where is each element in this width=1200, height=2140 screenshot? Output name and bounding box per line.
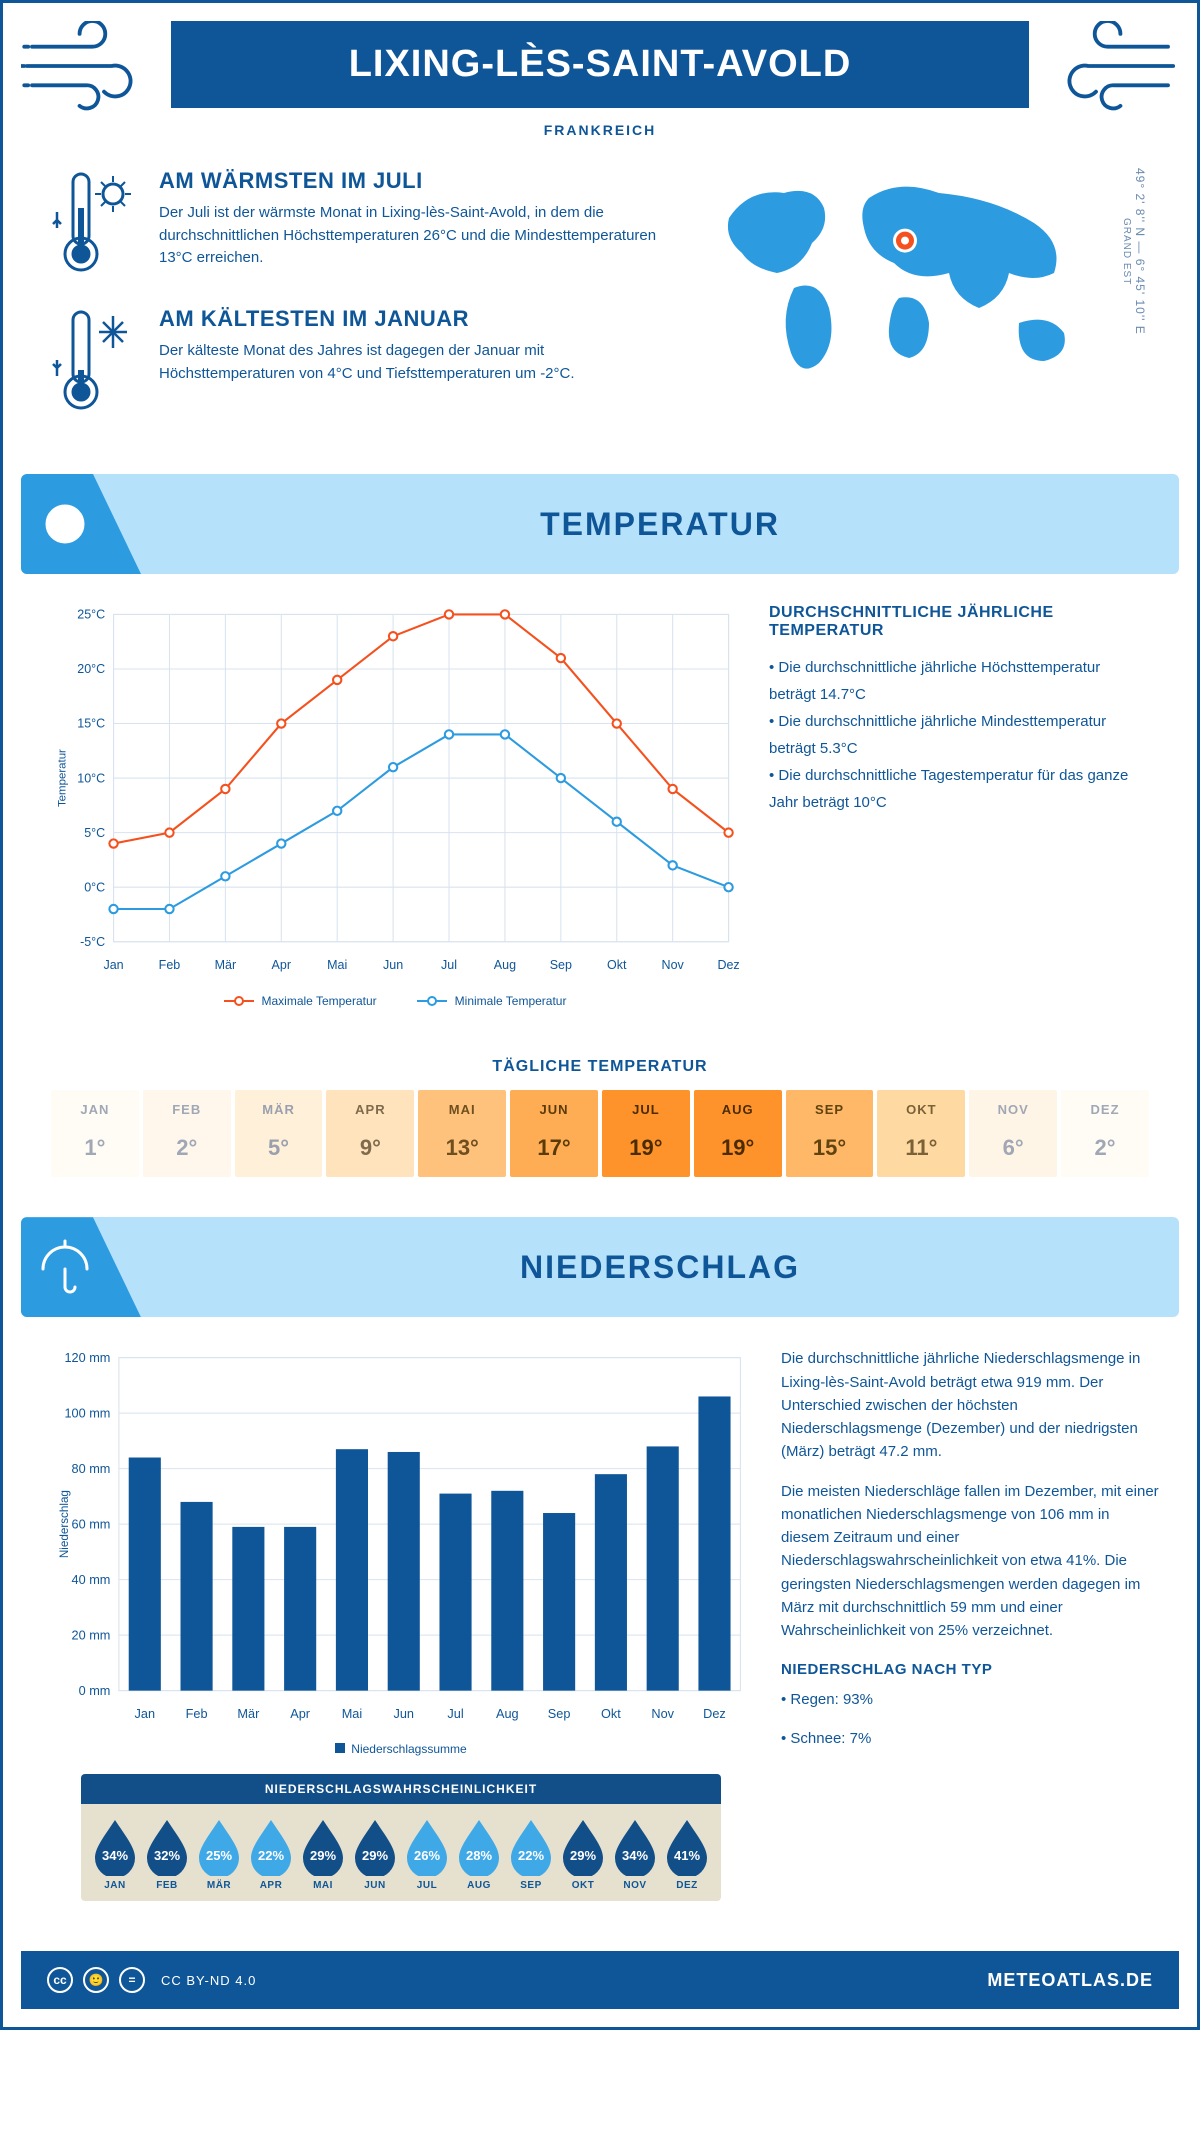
precip-probability-cell: 25% MÄR	[195, 1818, 243, 1891]
svg-text:Jun: Jun	[383, 958, 403, 972]
umbrella-icon	[21, 1217, 141, 1317]
daily-temp-cell: SEP15°	[786, 1090, 874, 1177]
svg-text:Apr: Apr	[290, 1706, 311, 1721]
warmest-heading: AM WÄRMSTEN IM JULI	[159, 168, 679, 194]
precip-probability-cell: 41% DEZ	[663, 1818, 711, 1891]
precip-probability-cell: 26% JUL	[403, 1818, 451, 1891]
daily-temp-cell: AUG19°	[694, 1090, 782, 1177]
precip-probability-cell: 34% NOV	[611, 1818, 659, 1891]
precipitation-section-heading: NIEDERSCHLAG	[21, 1217, 1179, 1317]
svg-text:Jan: Jan	[103, 958, 123, 972]
warmest-text: Der Juli ist der wärmste Monat in Lixing…	[159, 202, 679, 270]
thermometer-sun-icon	[51, 168, 141, 278]
daily-temp-heading: TÄGLICHE TEMPERATUR	[21, 1058, 1179, 1076]
nd-icon: =	[119, 1967, 145, 1993]
svg-text:Mär: Mär	[215, 958, 237, 972]
coordinates: 49° 2' 8'' N — 6° 45' 10'' EGRAND EST	[1119, 168, 1147, 335]
svg-text:Niederschlag: Niederschlag	[58, 1490, 71, 1558]
svg-text:Apr: Apr	[272, 958, 291, 972]
svg-text:Mär: Mär	[237, 1706, 260, 1721]
daily-temp-cell: OKT11°	[877, 1090, 965, 1177]
daily-temp-strip: JAN1°FEB2°MÄR5°APR9°MAI13°JUN17°JUL19°AU…	[21, 1090, 1179, 1217]
sun-icon	[21, 474, 141, 574]
precip-probability-box: NIEDERSCHLAGSWAHRSCHEINLICHKEIT 34% JAN …	[81, 1774, 721, 1901]
license-text: CC BY-ND 4.0	[161, 1973, 256, 1988]
svg-text:Okt: Okt	[607, 958, 627, 972]
daily-temp-cell: MAI13°	[418, 1090, 506, 1177]
by-icon: 🙂	[83, 1967, 109, 1993]
svg-text:Jan: Jan	[135, 1706, 156, 1721]
svg-text:Sep: Sep	[550, 958, 572, 972]
svg-text:120 mm: 120 mm	[64, 1350, 110, 1365]
svg-text:40 mm: 40 mm	[72, 1572, 111, 1587]
daily-temp-cell: APR9°	[326, 1090, 414, 1177]
svg-text:Mai: Mai	[342, 1706, 363, 1721]
cc-icon: cc	[47, 1967, 73, 1993]
svg-text:Aug: Aug	[496, 1706, 519, 1721]
svg-text:80 mm: 80 mm	[72, 1461, 111, 1476]
precip-probability-cell: 29% OKT	[559, 1818, 607, 1891]
svg-text:25°C: 25°C	[77, 608, 105, 622]
precip-probability-cell: 29% JUN	[351, 1818, 399, 1891]
daily-temp-cell: DEZ2°	[1061, 1090, 1149, 1177]
precip-probability-cell: 22% APR	[247, 1818, 295, 1891]
precip-probability-cell: 34% JAN	[91, 1818, 139, 1891]
svg-text:Jun: Jun	[393, 1706, 414, 1721]
svg-text:Okt: Okt	[601, 1706, 621, 1721]
svg-text:20°C: 20°C	[77, 662, 105, 676]
precipitation-bar-chart: 0 mm 20 mm 40 mm 60 mm 80 mm 100 mm 120 mm Nied…	[51, 1347, 751, 1901]
svg-text:Feb: Feb	[159, 958, 181, 972]
svg-text:Mai: Mai	[327, 958, 347, 972]
coldest-fact: AM KÄLTESTEN IM JANUAR Der kälteste Mona…	[51, 306, 679, 416]
svg-text:60 mm: 60 mm	[72, 1517, 111, 1532]
svg-text:0 mm: 0 mm	[79, 1683, 111, 1698]
footer: cc 🙂 = CC BY-ND 4.0 METEOATLAS.DE	[21, 1951, 1179, 2009]
thermometer-snow-icon	[51, 306, 141, 416]
precip-probability-cell: 28% AUG	[455, 1818, 503, 1891]
temperature-section-heading: TEMPERATUR	[21, 474, 1179, 574]
svg-text:Aug: Aug	[494, 958, 516, 972]
precip-probability-cell: 32% FEB	[143, 1818, 191, 1891]
daily-temp-cell: MÄR5°	[235, 1090, 323, 1177]
world-map	[709, 168, 1109, 388]
svg-text:Temperatur: Temperatur	[57, 749, 69, 807]
svg-text:Jul: Jul	[441, 958, 457, 972]
daily-temp-cell: JAN1°	[51, 1090, 139, 1177]
svg-text:Sep: Sep	[548, 1706, 571, 1721]
coldest-text: Der kälteste Monat des Jahres ist dagege…	[159, 340, 679, 385]
svg-text:Jul: Jul	[447, 1706, 463, 1721]
page-title: LIXING-LÈS-SAINT-AVOLD	[171, 21, 1029, 108]
temperature-summary: DURCHSCHNITTLICHE JÄHRLICHE TEMPERATUR •…	[769, 604, 1149, 1008]
svg-text:15°C: 15°C	[77, 717, 105, 731]
svg-text:Nov: Nov	[662, 958, 685, 972]
svg-text:Feb: Feb	[186, 1706, 208, 1721]
daily-temp-cell: FEB2°	[143, 1090, 231, 1177]
precipitation-summary: Die durchschnittliche jährliche Niedersc…	[781, 1347, 1161, 1766]
svg-text:Dez: Dez	[703, 1706, 726, 1721]
header: LIXING-LÈS-SAINT-AVOLD FRANKREICH	[21, 21, 1179, 138]
svg-text:10°C: 10°C	[77, 771, 105, 785]
svg-text:Dez: Dez	[717, 958, 739, 972]
legend-max: Maximale Temperatur	[224, 994, 377, 1008]
wind-icon	[1049, 21, 1179, 111]
wind-icon	[21, 21, 151, 111]
temperature-line-chart: -5°C 0°C 5°C 10°C 15°C 20°C 25°C Jan Feb Mär Apr Ma…	[51, 604, 739, 1008]
svg-text:0°C: 0°C	[84, 880, 105, 894]
daily-temp-cell: JUN17°	[510, 1090, 598, 1177]
svg-text:5°C: 5°C	[84, 826, 105, 840]
precip-probability-cell: 22% SEP	[507, 1818, 555, 1891]
warmest-fact: AM WÄRMSTEN IM JULI Der Juli ist der wär…	[51, 168, 679, 278]
svg-text:20 mm: 20 mm	[72, 1628, 111, 1643]
svg-text:100 mm: 100 mm	[64, 1406, 110, 1421]
coldest-heading: AM KÄLTESTEN IM JANUAR	[159, 306, 679, 332]
svg-text:-5°C: -5°C	[80, 935, 105, 949]
legend-min: Minimale Temperatur	[417, 994, 567, 1008]
site-name: METEOATLAS.DE	[987, 1970, 1153, 1991]
page-subtitle: FRANKREICH	[171, 122, 1029, 138]
precip-probability-cell: 29% MAI	[299, 1818, 347, 1891]
daily-temp-cell: NOV6°	[969, 1090, 1057, 1177]
svg-text:Nov: Nov	[651, 1706, 674, 1721]
daily-temp-cell: JUL19°	[602, 1090, 690, 1177]
